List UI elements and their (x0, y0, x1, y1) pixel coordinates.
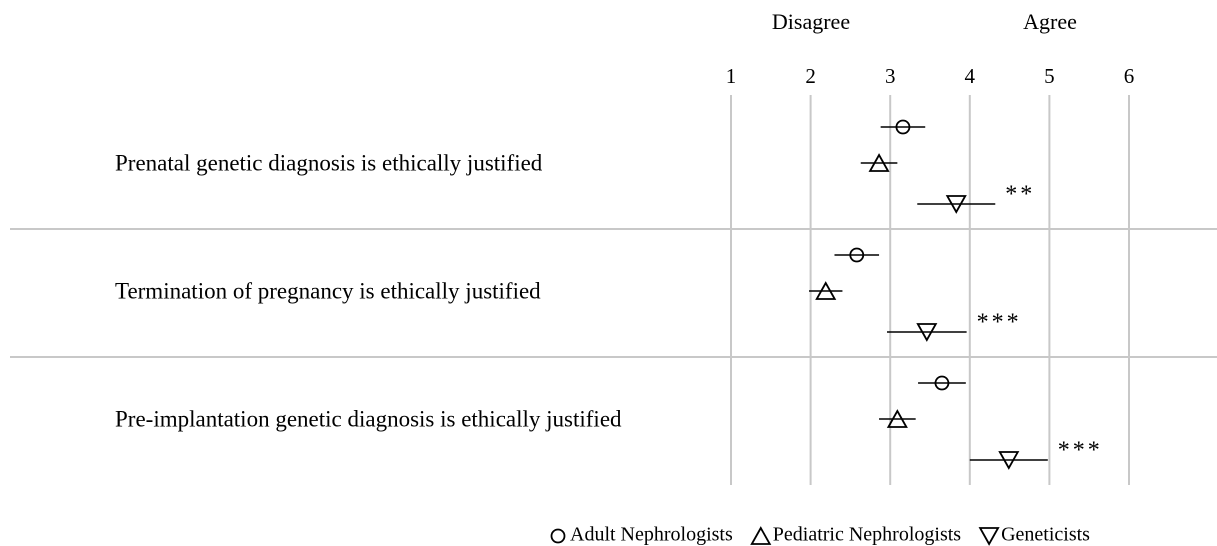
x-tick-label: 6 (1124, 64, 1135, 88)
legend-marker (978, 527, 1000, 546)
scale-label: Agree (1023, 9, 1077, 34)
x-tick-label: 2 (805, 64, 816, 88)
legend-marker (750, 526, 772, 545)
legend-marker (550, 528, 566, 544)
category-label: Prenatal genetic diagnosis is ethically … (115, 150, 543, 175)
marker (886, 409, 908, 428)
legend-label: Adult Nephrologists (570, 524, 733, 546)
marker (895, 119, 911, 135)
significance: *** (1058, 438, 1103, 464)
x-tick-label: 1 (726, 64, 737, 88)
significance: ** (1005, 182, 1035, 208)
marker (815, 281, 837, 300)
marker (934, 375, 950, 391)
scale-label: Disagree (772, 9, 850, 34)
category-label: Termination of pregnancy is ethically ju… (115, 278, 541, 303)
marker (849, 247, 865, 263)
legend-label: Pediatric Nephrologists (773, 524, 962, 546)
marker (916, 323, 938, 342)
x-tick-label: 4 (965, 64, 976, 88)
legend-label: Geneticists (1001, 524, 1090, 546)
marker (868, 153, 890, 172)
category-label: Pre-implantation genetic diagnosis is et… (115, 406, 622, 431)
significance: *** (977, 310, 1022, 336)
marker (998, 451, 1020, 470)
marker (945, 195, 967, 214)
x-tick-label: 5 (1044, 64, 1055, 88)
x-tick-label: 3 (885, 64, 896, 88)
